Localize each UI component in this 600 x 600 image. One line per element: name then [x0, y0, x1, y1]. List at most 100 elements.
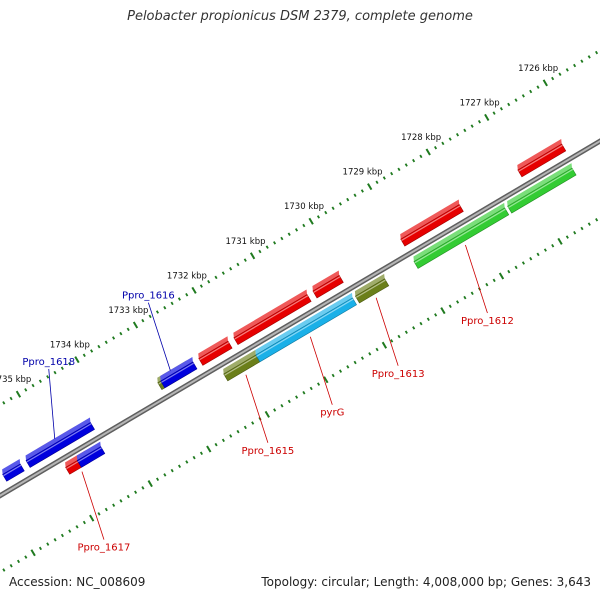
- gene-feature[interactable]: [312, 270, 344, 299]
- gene-feature[interactable]: [76, 441, 106, 468]
- minor-tick: [448, 137, 452, 141]
- backbone-shadow: [0, 138, 600, 499]
- minor-tick: [2, 401, 6, 405]
- minor-tick: [346, 365, 350, 369]
- major-tick: [15, 390, 22, 398]
- minor-tick: [207, 280, 211, 284]
- gene-top-face: [198, 336, 229, 359]
- gene-feature[interactable]: [413, 202, 510, 269]
- gene-label[interactable]: Ppro_1618: [22, 357, 75, 368]
- minor-tick: [580, 59, 584, 63]
- minor-tick: [419, 154, 423, 159]
- minor-tick: [529, 256, 533, 261]
- minor-tick: [353, 360, 357, 365]
- minor-tick: [119, 331, 123, 336]
- gene-highlight: [313, 276, 341, 293]
- minor-tick: [455, 132, 460, 137]
- minor-tick: [82, 520, 86, 525]
- gene-label[interactable]: Ppro_1617: [78, 543, 131, 554]
- gene-callouts: Ppro_1618 Ppro_1616 Ppro_1617 Ppro_1615 pyrG…: [22, 244, 514, 554]
- minor-tick: [558, 72, 562, 76]
- minor-tick: [155, 310, 160, 314]
- minor-tick: [551, 76, 555, 81]
- minor-tick: [295, 395, 299, 399]
- minor-tick: [456, 300, 460, 304]
- gene-label[interactable]: Ppro_1615: [241, 446, 294, 457]
- genome-summary-text: Topology: circular; Length: 4,008,000 bp…: [261, 575, 591, 589]
- minor-tick: [243, 425, 247, 430]
- gene-feature[interactable]: [198, 336, 233, 366]
- minor-tick: [141, 318, 145, 323]
- minor-tick: [126, 494, 130, 499]
- gene-feature[interactable]: [255, 292, 357, 363]
- gene-label[interactable]: Ppro_1612: [461, 316, 514, 327]
- major-tick: [147, 480, 153, 488]
- minor-tick: [68, 529, 72, 533]
- minor-tick: [434, 313, 438, 317]
- genome-backbone: [0, 138, 600, 499]
- gene-highlight: [355, 279, 386, 298]
- gene-highlight: [401, 205, 461, 241]
- minor-tick: [229, 434, 233, 438]
- gene-feature[interactable]: [160, 356, 198, 389]
- minor-tick: [104, 507, 108, 512]
- callout-line: [309, 336, 333, 405]
- gene-feature[interactable]: [25, 417, 95, 468]
- gene-top-face: [160, 356, 193, 381]
- scale-label: 1733 kbp: [108, 306, 148, 316]
- minor-tick: [214, 275, 218, 280]
- gene-front-face: [233, 294, 312, 346]
- minor-tick: [177, 297, 181, 301]
- minor-tick: [463, 128, 467, 133]
- scale-label: 1727 kbp: [460, 98, 500, 108]
- minor-tick: [499, 107, 503, 111]
- major-tick: [425, 148, 431, 156]
- minor-tick: [75, 525, 79, 529]
- minor-tick: [185, 460, 189, 464]
- callout-line: [81, 471, 105, 540]
- callout-line: [245, 374, 269, 443]
- gene-features[interactable]: [2, 139, 577, 482]
- gene-feature[interactable]: [507, 163, 577, 214]
- gene-feature[interactable]: [400, 199, 464, 247]
- gene-label[interactable]: Ppro_1616: [122, 291, 175, 302]
- major-tick: [249, 252, 256, 260]
- gene-top-face: [25, 417, 91, 461]
- minor-tick: [104, 340, 108, 345]
- callout-line: [375, 297, 399, 366]
- scale-label: 1729 kbp: [343, 168, 383, 178]
- minor-tick: [521, 261, 525, 265]
- minor-tick: [24, 555, 28, 559]
- gene-front-face: [354, 278, 390, 304]
- gene-top-face: [400, 199, 460, 240]
- minor-tick: [9, 396, 13, 401]
- gene-highlight: [77, 447, 102, 463]
- minor-tick: [477, 120, 481, 124]
- scale-label: 1735 kbp: [0, 375, 31, 385]
- map-title: Pelobacter propionicus DSM 2379, complet…: [127, 9, 473, 24]
- minor-tick: [46, 375, 50, 379]
- gene-feature[interactable]: [233, 289, 312, 346]
- gene-feature[interactable]: [517, 139, 567, 178]
- gene-feature[interactable]: [223, 349, 261, 382]
- minor-tick: [441, 141, 445, 146]
- minor-tick: [595, 218, 599, 222]
- gene-label[interactable]: pyrG: [320, 408, 344, 419]
- minor-tick: [492, 111, 496, 115]
- minor-tick: [375, 180, 379, 185]
- gene-feature[interactable]: [354, 273, 390, 304]
- minor-tick: [185, 292, 189, 297]
- scale-label: 1730 kbp: [284, 202, 324, 212]
- minor-tick: [587, 222, 591, 226]
- gene-highlight: [414, 208, 506, 264]
- gene-label[interactable]: Ppro_1613: [372, 369, 425, 380]
- minor-tick: [243, 258, 247, 262]
- minor-tick: [353, 193, 357, 198]
- callout-line: [147, 302, 171, 371]
- minor-tick: [521, 94, 525, 98]
- minor-tick: [316, 215, 321, 219]
- gene-feature[interactable]: [2, 459, 25, 482]
- scale-label: 1726 kbp: [518, 64, 558, 74]
- outer-tick-track: [2, 50, 599, 405]
